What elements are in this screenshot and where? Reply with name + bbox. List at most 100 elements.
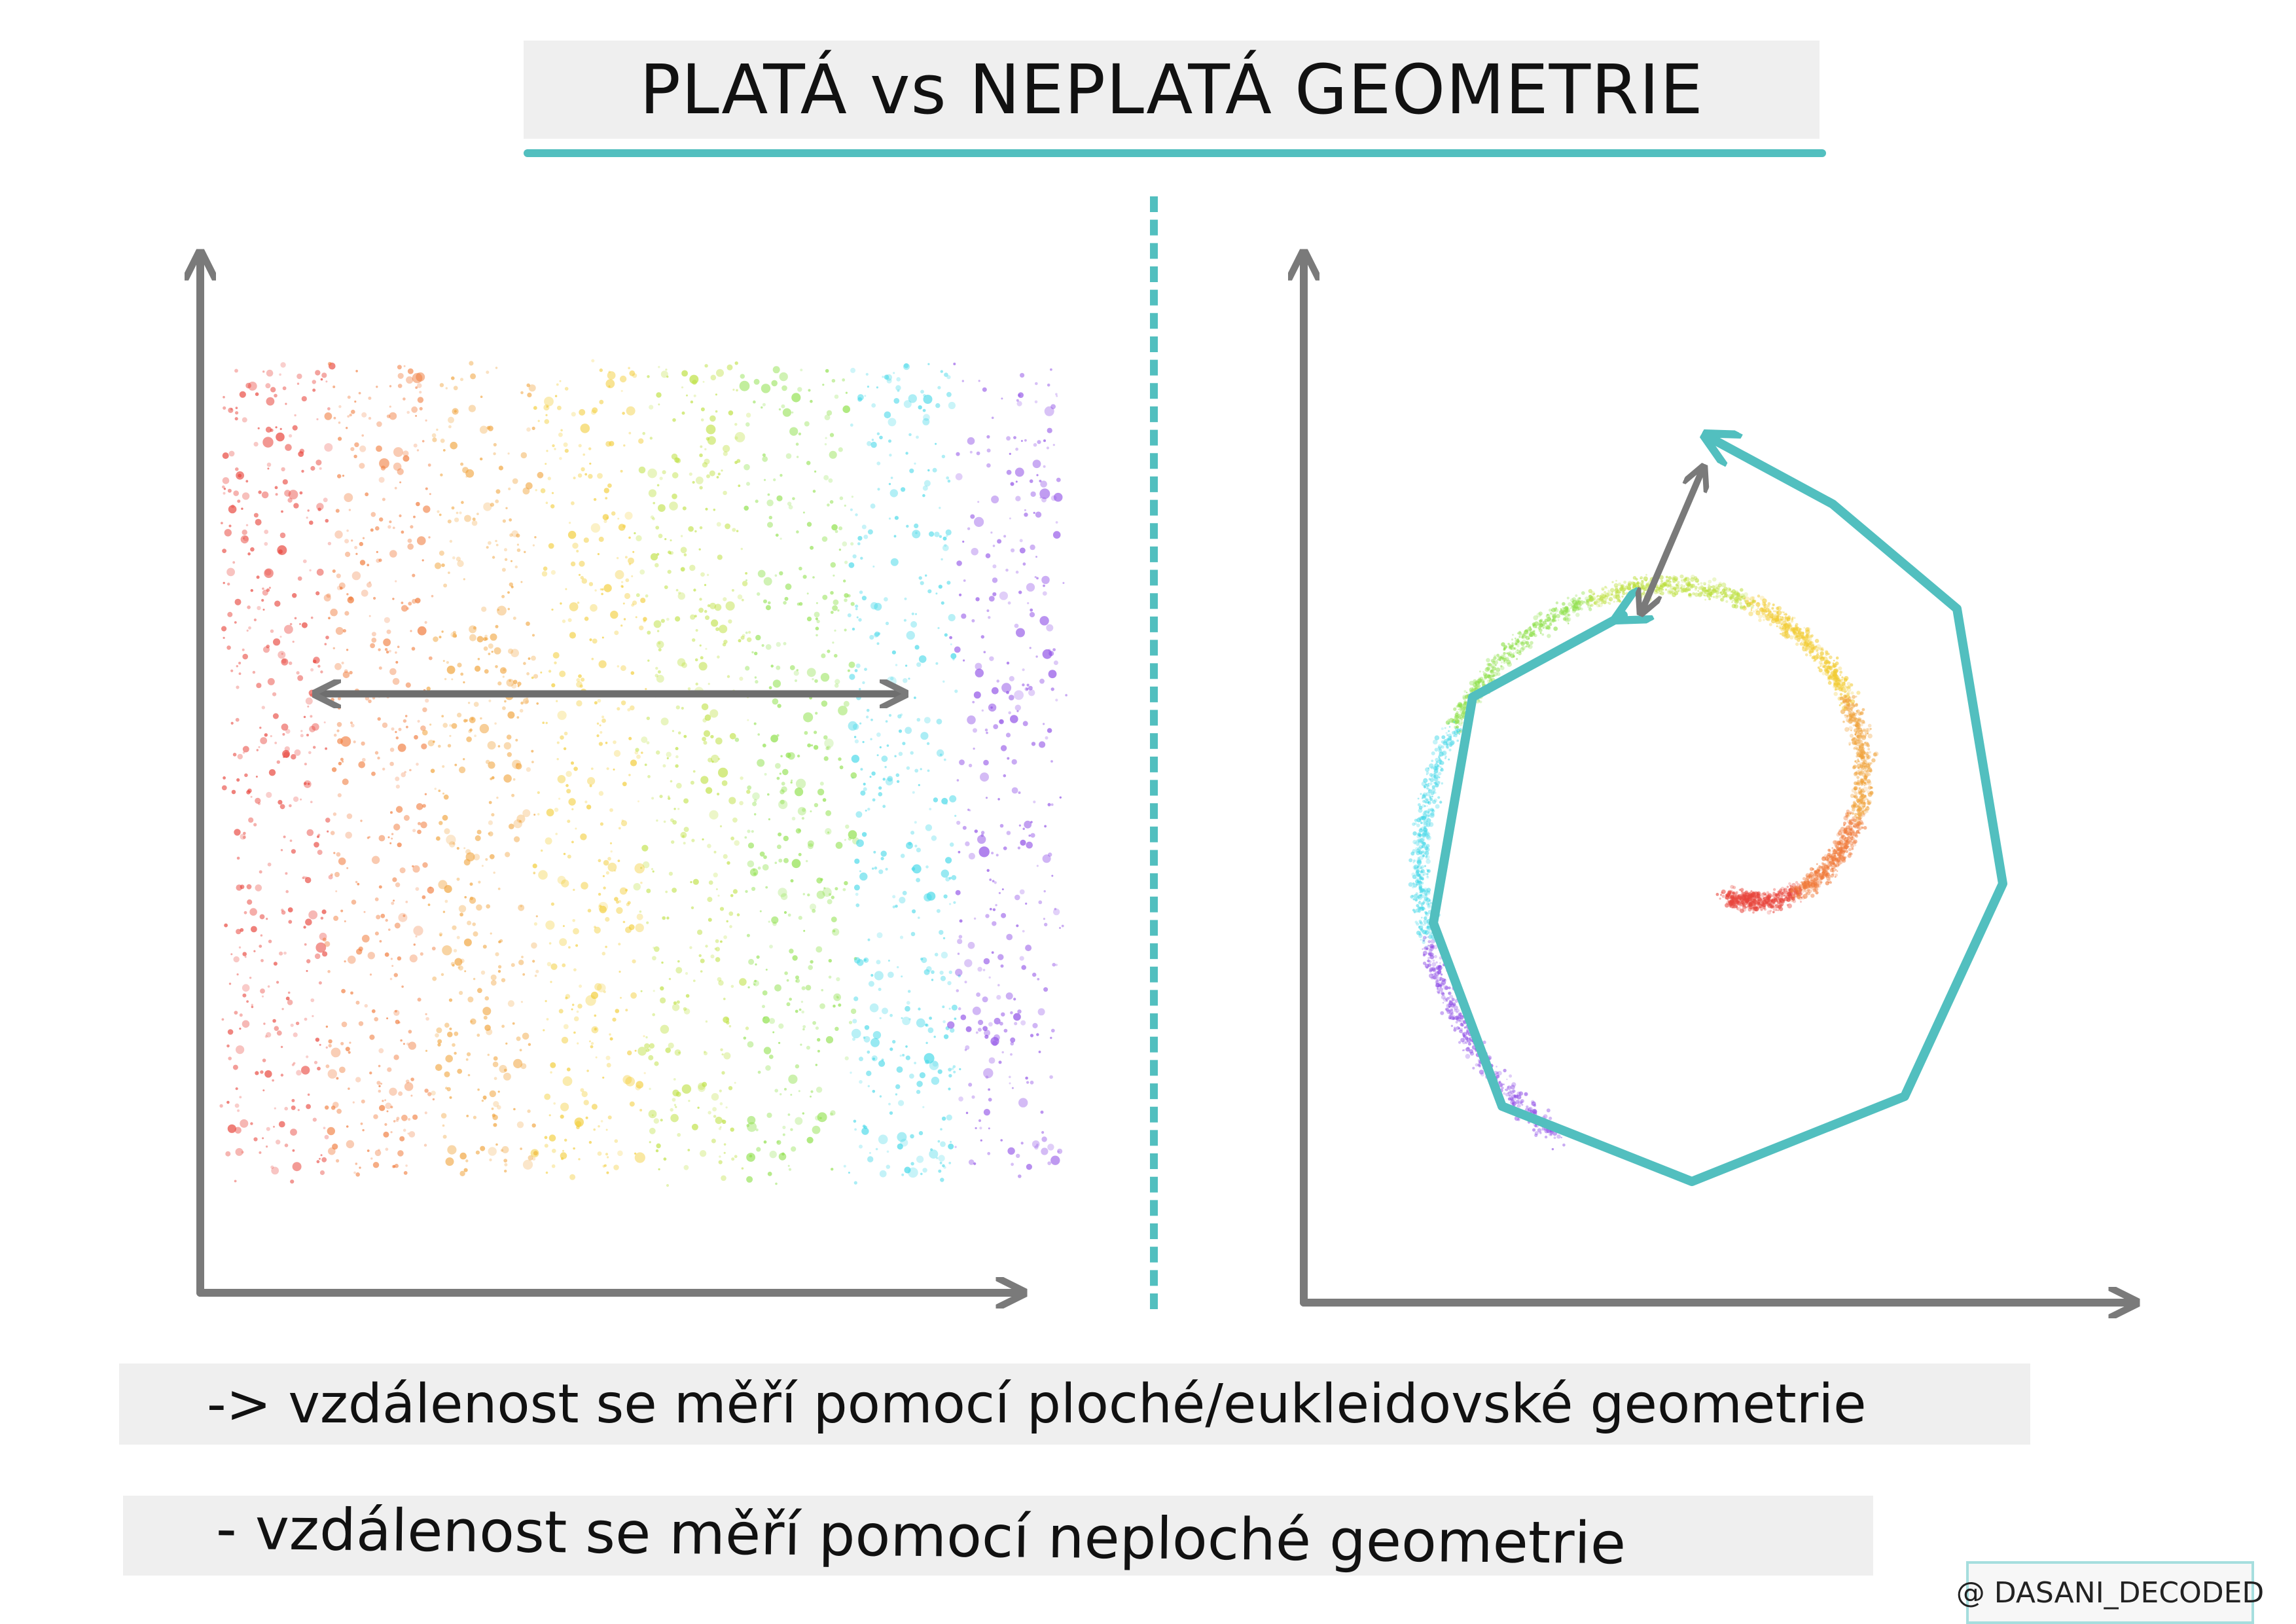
scatter-point [649,405,653,410]
scatter-point [240,1119,248,1128]
scatter-point [1014,624,1019,628]
scatter-point [1026,1164,1032,1170]
scatter-point [924,395,933,404]
scatter-point [376,915,380,920]
scatter-point [447,1146,456,1155]
scatter-point [645,594,649,598]
scatter-point [902,1054,905,1056]
scatter-point [919,1131,923,1135]
scatter-point [852,755,859,763]
scatter-point [470,373,476,379]
scatter-point [1030,492,1035,497]
scatter-point [801,1001,803,1003]
scatter-point [441,715,444,717]
scatter-point [788,914,791,917]
scatter-point [639,626,643,630]
scatter-point [281,511,283,513]
scatter-point [278,651,285,659]
scatter-point [972,701,975,704]
scatter-point [752,802,757,806]
scatter-point [507,752,512,757]
scatter-point [669,978,671,980]
scatter-point [236,665,238,667]
scatter-point [844,701,850,707]
scatter-point [783,601,787,605]
right-scatter [1408,572,1879,1151]
scatter-point [711,1139,716,1144]
scatter-point [344,960,346,962]
scatter-point [899,897,905,903]
scatter-point [1015,496,1020,501]
scatter-point [600,725,601,727]
scatter-point [767,522,773,528]
scatter-point [707,574,709,576]
scatter-point [281,909,283,911]
scatter-point [753,401,756,404]
scatter-point [1503,1092,1505,1095]
scatter-point [957,939,962,944]
scatter-point [807,592,809,594]
scatter-point [646,889,651,893]
scatter-point [658,504,666,512]
scatter-point [984,1030,990,1036]
scatter-point [696,629,698,632]
scatter-point [967,528,970,530]
scatter-point [796,779,806,789]
scatter-point [705,714,711,721]
scatter-point [797,456,798,458]
scatter-point [671,840,674,844]
scatter-point [719,1127,721,1130]
scatter-point [783,408,791,417]
scatter-point [382,768,385,770]
scatter-point [237,499,240,503]
scatter-point [961,1015,967,1020]
scatter-point [1426,774,1427,775]
scatter-point [386,1147,389,1151]
scatter-point [294,414,296,416]
scatter-point [259,871,262,874]
scatter-point [348,596,354,603]
scatter-point [351,724,355,728]
scatter-point [646,1049,649,1052]
scatter-point [348,395,351,399]
scatter-point [954,647,961,653]
scatter-point [900,1055,902,1056]
scatter-point [810,810,812,812]
scatter-point [255,884,262,892]
scatter-point [1418,798,1420,800]
scatter-point [1601,602,1603,604]
scatter-point [940,1162,942,1164]
scatter-point [742,1167,744,1170]
scatter-point [778,833,781,837]
scatter-point [288,920,292,924]
scatter-point [221,522,223,524]
scatter-point [346,649,348,651]
scatter-point [281,849,283,851]
scatter-point [403,397,406,401]
scatter-point [306,959,310,963]
scatter-point [717,522,721,527]
scatter-point [684,1008,690,1014]
scatter-point [1055,698,1058,701]
scatter-point [343,672,350,679]
scatter-point [486,1029,492,1036]
scatter-point [942,681,944,683]
scatter-point [522,1033,529,1040]
scatter-point [933,468,937,473]
scatter-point [670,551,674,555]
scatter-point [228,505,237,514]
scatter-point [728,911,733,916]
scatter-point [281,723,289,731]
scatter-point [592,407,598,413]
scatter-point [389,550,397,558]
scatter-point [658,670,661,674]
scatter-point [689,565,695,571]
scatter-point [226,645,231,650]
scatter-point [504,1170,507,1172]
scatter-point [830,433,834,437]
scatter-point [562,1150,564,1152]
scatter-point [931,835,937,840]
scatter-point [718,768,728,778]
scatter-point [407,1132,409,1134]
scatter-point [309,690,315,696]
